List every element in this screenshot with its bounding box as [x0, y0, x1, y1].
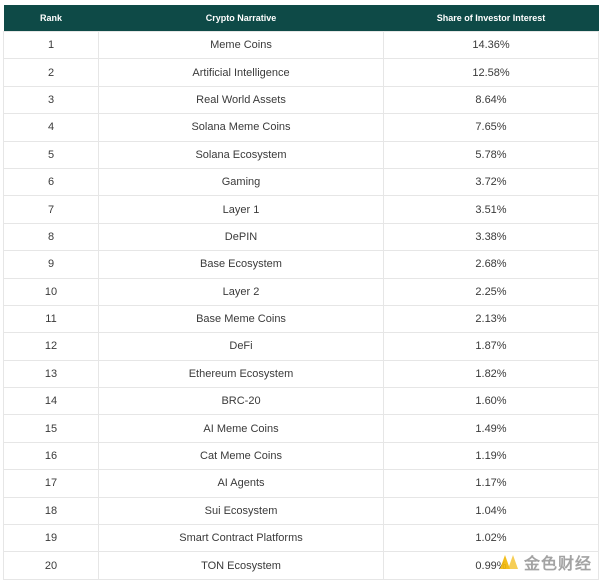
share-cell: 5.78%	[383, 141, 599, 169]
rank-cell: 6	[3, 168, 99, 197]
share-cell: 14.36%	[383, 30, 599, 60]
rank-cell: 19	[3, 524, 99, 553]
narrative-cell: Layer 2	[98, 278, 384, 306]
table-row: 18 Sui Ecosystem 1.04%	[3, 497, 599, 526]
narrative-cell: AI Meme Coins	[98, 414, 384, 443]
rank-cell: 4	[3, 113, 99, 142]
rank-cell: 16	[3, 442, 99, 471]
table-row: 8 DePIN 3.38%	[3, 223, 599, 252]
share-cell: 1.04%	[383, 497, 599, 526]
rank-cell: 8	[3, 223, 99, 252]
rank-cell: 3	[3, 86, 99, 115]
share-cell: 1.82%	[383, 360, 599, 389]
table-row: 20 TON Ecosystem 0.99%	[3, 551, 599, 580]
rank-cell: 11	[3, 305, 99, 334]
jinse-logo-icon	[499, 555, 518, 569]
share-cell: 7.65%	[383, 113, 599, 142]
narrative-cell: Solana Ecosystem	[98, 141, 384, 169]
rank-cell: 15	[3, 414, 99, 443]
rank-cell: 1	[3, 30, 99, 60]
narrative-cell: Base Meme Coins	[98, 305, 384, 334]
investor-interest-table-container: Rank Crypto Narrative Share of Investor …	[3, 5, 599, 580]
rank-cell: 7	[3, 195, 99, 224]
share-cell: 3.72%	[383, 168, 599, 197]
table-row: 10 Layer 2 2.25%	[3, 278, 599, 306]
narrative-cell: Solana Meme Coins	[98, 113, 384, 142]
header-crypto-narrative: Crypto Narrative	[98, 5, 384, 32]
narrative-cell: Base Ecosystem	[98, 250, 384, 279]
rank-cell: 14	[3, 387, 99, 416]
table-body: 1 Meme Coins 14.36% 2 Artificial Intelligenc…	[3, 30, 599, 580]
share-cell: 1.02%	[383, 524, 599, 553]
share-cell: 3.51%	[383, 195, 599, 224]
header-share-of-investor-interest: Share of Investor Interest	[383, 5, 599, 32]
table-row: 13 Ethereum Ecosystem 1.82%	[3, 360, 599, 389]
table-row: 11 Base Meme Coins 2.13%	[3, 305, 599, 334]
narrative-cell: BRC-20	[98, 387, 384, 416]
narrative-cell: Artificial Intelligence	[98, 58, 384, 87]
share-cell: 2.13%	[383, 305, 599, 334]
table-row: 17 AI Agents 1.17%	[3, 469, 599, 498]
share-cell: 12.58%	[383, 58, 599, 87]
share-cell: 1.19%	[383, 442, 599, 471]
table-row: 19 Smart Contract Platforms 1.02%	[3, 524, 599, 553]
table-row: 15 AI Meme Coins 1.49%	[3, 414, 599, 443]
investor-interest-table: Rank Crypto Narrative Share of Investor …	[3, 5, 599, 580]
narrative-cell: DeFi	[98, 332, 384, 361]
narrative-cell: Layer 1	[98, 195, 384, 224]
narrative-cell: Sui Ecosystem	[98, 497, 384, 526]
table-row: 5 Solana Ecosystem 5.78%	[3, 141, 599, 169]
table-row: 14 BRC-20 1.60%	[3, 387, 599, 416]
table-row: 3 Real World Assets 8.64%	[3, 86, 599, 115]
rank-cell: 5	[3, 141, 99, 169]
share-cell: 2.68%	[383, 250, 599, 279]
table-header-row: Rank Crypto Narrative Share of Investor …	[3, 5, 599, 32]
table-row: 4 Solana Meme Coins 7.65%	[3, 113, 599, 142]
rank-cell: 12	[3, 332, 99, 361]
rank-cell: 13	[3, 360, 99, 389]
narrative-cell: Gaming	[98, 168, 384, 197]
rank-cell: 20	[3, 551, 99, 580]
rank-cell: 2	[3, 58, 99, 87]
narrative-cell: DePIN	[98, 223, 384, 252]
narrative-cell: Smart Contract Platforms	[98, 524, 384, 553]
share-cell: 1.49%	[383, 414, 599, 443]
rank-cell: 10	[3, 278, 99, 306]
watermark: 金色财经	[498, 550, 592, 574]
share-cell: 1.60%	[383, 387, 599, 416]
watermark-text: 金色财经	[523, 554, 592, 573]
share-cell: 1.87%	[383, 332, 599, 361]
table-row: 7 Layer 1 3.51%	[3, 195, 599, 224]
share-cell: 8.64%	[383, 86, 599, 115]
rank-cell: 18	[3, 497, 99, 526]
share-cell: 3.38%	[383, 223, 599, 252]
share-cell: 0.99%	[383, 551, 599, 580]
table-row: 9 Base Ecosystem 2.68%	[3, 250, 599, 279]
share-cell: 2.25%	[383, 278, 599, 306]
table-row: 2 Artificial Intelligence 12.58%	[3, 58, 599, 87]
share-cell: 1.17%	[383, 469, 599, 498]
narrative-cell: Meme Coins	[98, 30, 384, 60]
narrative-cell: Real World Assets	[98, 86, 384, 115]
table-row: 6 Gaming 3.72%	[3, 168, 599, 197]
table-row: 16 Cat Meme Coins 1.19%	[3, 442, 599, 471]
rank-cell: 9	[3, 250, 99, 279]
table-row: 12 DeFi 1.87%	[3, 332, 599, 361]
rank-cell: 17	[3, 469, 99, 498]
narrative-cell: Cat Meme Coins	[98, 442, 384, 471]
narrative-cell: AI Agents	[98, 469, 384, 498]
header-rank: Rank	[3, 5, 99, 32]
narrative-cell: TON Ecosystem	[98, 551, 384, 580]
table-row: 1 Meme Coins 14.36%	[3, 30, 599, 60]
narrative-cell: Ethereum Ecosystem	[98, 360, 384, 389]
